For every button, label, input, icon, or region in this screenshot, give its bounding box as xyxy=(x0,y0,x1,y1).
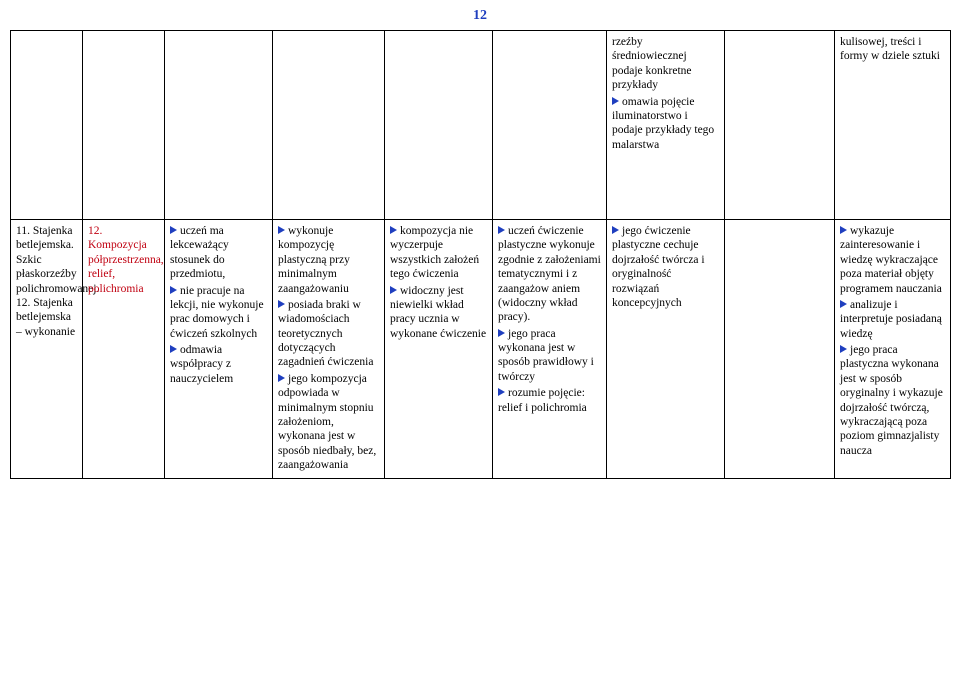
cell-r2-c6: uczeń ćwiczenie plastyczne wykonuje zgod… xyxy=(493,220,607,479)
cell-r1-c1 xyxy=(11,31,83,220)
triangle-icon xyxy=(840,345,847,353)
bullet-line: uczeń ma lekceważący stosunek do przedmi… xyxy=(170,224,267,282)
line-text: analizuje i interpretuje posiadaną wiedz… xyxy=(840,299,942,340)
triangle-icon xyxy=(498,329,505,337)
cell-r2-c2: 12. Kompozycja półprzestrzenna, relief, … xyxy=(83,220,165,479)
cell-r1-c3 xyxy=(165,31,273,220)
bullet-line: analizuje i interpretuje posiadaną wiedz… xyxy=(840,298,945,341)
line-text: widoczny jest niewielki wkład pracy uczn… xyxy=(390,285,486,340)
bullet-line: wykonuje kompozycję plastyczną przy mini… xyxy=(278,224,379,296)
triangle-icon xyxy=(612,97,619,105)
line-text: odmawia współpracy z nauczycielem xyxy=(170,344,233,385)
bullet-line: jego praca wykonana jest w sposób prawid… xyxy=(498,327,601,385)
line-text: nie pracuje na lekcji, nie wykonuje prac… xyxy=(170,285,264,340)
triangle-icon xyxy=(278,300,285,308)
table-row: rzeźby średniowiecznej podaje konkretne … xyxy=(11,31,951,220)
bullet-line: odmawia współpracy z nauczycielem xyxy=(170,343,267,386)
bullet-line: omawia pojęcie iluminatorstwo i podaje p… xyxy=(612,95,719,153)
line-text: uczeń ćwiczenie plastyczne wykonuje zgod… xyxy=(498,225,601,323)
line-text: rzeźby średniowiecznej podaje konkretne … xyxy=(612,36,692,91)
cell-r1-c8 xyxy=(725,31,835,220)
triangle-icon xyxy=(498,388,505,396)
bullet-line: kompozycja nie wyczerpuje wszystkich zał… xyxy=(390,224,487,282)
cell-r1-c4 xyxy=(273,31,385,220)
line-text: jego praca plastyczna wykonana jest w sp… xyxy=(840,344,943,457)
bullet-line: uczeń ćwiczenie plastyczne wykonuje zgod… xyxy=(498,224,601,325)
line-text: rozumie pojęcie: relief i polichromia xyxy=(498,387,587,413)
text-line: kulisowej, treści i formy w dziele sztuk… xyxy=(840,35,945,64)
cell-r2-c9: wykazuje zainteresowanie i wiedzę wykrac… xyxy=(835,220,951,479)
table-row: 11. Stajenka betlejemska. Szkic płaskorz… xyxy=(11,220,951,479)
triangle-icon xyxy=(278,374,285,382)
cell-r2-c1: 11. Stajenka betlejemska. Szkic płaskorz… xyxy=(11,220,83,479)
line-text: jego ćwiczenie plastyczne cechuje dojrza… xyxy=(612,225,705,309)
triangle-icon xyxy=(840,300,847,308)
bullet-line: rozumie pojęcie: relief i polichromia xyxy=(498,386,601,415)
line-text: kompozycja nie wyczerpuje wszystkich zał… xyxy=(390,225,479,280)
cell-r2-c8 xyxy=(725,220,835,479)
triangle-icon xyxy=(170,226,177,234)
triangle-icon xyxy=(170,286,177,294)
triangle-icon xyxy=(390,286,397,294)
triangle-icon xyxy=(170,345,177,353)
cell-r1-c6 xyxy=(493,31,607,220)
cell-r2-c7: jego ćwiczenie plastyczne cechuje dojrza… xyxy=(607,220,725,479)
page-number: 12 xyxy=(10,8,950,24)
cell-r1-c7: rzeźby średniowiecznej podaje konkretne … xyxy=(607,31,725,220)
bullet-line: widoczny jest niewielki wkład pracy uczn… xyxy=(390,284,487,342)
content-table: rzeźby średniowiecznej podaje konkretne … xyxy=(10,30,951,479)
bullet-line: nie pracuje na lekcji, nie wykonuje prac… xyxy=(170,284,267,342)
triangle-icon xyxy=(278,226,285,234)
lesson-desc: 12. Kompozycja półprzestrzenna, relief, … xyxy=(88,225,164,295)
text-line: rzeźby średniowiecznej podaje konkretne … xyxy=(612,35,719,93)
cell-r2-c5: kompozycja nie wyczerpuje wszystkich zał… xyxy=(385,220,493,479)
cell-r1-c2 xyxy=(83,31,165,220)
line-text: jego praca wykonana jest w sposób prawid… xyxy=(498,328,594,383)
triangle-icon xyxy=(840,226,847,234)
line-text: posiada braki w wiadomościach teoretyczn… xyxy=(278,299,373,369)
line-text: wykonuje kompozycję plastyczną przy mini… xyxy=(278,225,350,295)
cell-r2-c3: uczeń ma lekceważący stosunek do przedmi… xyxy=(165,220,273,479)
page: 12 rzeźby średniowiecznej podaje konkret… xyxy=(0,0,960,489)
bullet-line: jego praca plastyczna wykonana jest w sp… xyxy=(840,343,945,458)
line-text: omawia pojęcie iluminatorstwo i podaje p… xyxy=(612,96,714,151)
triangle-icon xyxy=(498,226,505,234)
cell-r2-c4: wykonuje kompozycję plastyczną przy mini… xyxy=(273,220,385,479)
bullet-line: posiada braki w wiadomościach teoretyczn… xyxy=(278,298,379,370)
line-text: wykazuje zainteresowanie i wiedzę wykrac… xyxy=(840,225,942,295)
triangle-icon xyxy=(390,226,397,234)
bullet-line: jego ćwiczenie plastyczne cechuje dojrza… xyxy=(612,224,719,310)
triangle-icon xyxy=(612,226,619,234)
cell-r1-c5 xyxy=(385,31,493,220)
cell-r1-c9: kulisowej, treści i formy w dziele sztuk… xyxy=(835,31,951,220)
bullet-line: jego kompozycja odpowiada w minimalnym s… xyxy=(278,372,379,473)
line-text: jego kompozycja odpowiada w minimalnym s… xyxy=(278,373,376,471)
line-text: uczeń ma lekceważący stosunek do przedmi… xyxy=(170,225,229,280)
line-text: kulisowej, treści i formy w dziele sztuk… xyxy=(840,36,940,62)
bullet-line: wykazuje zainteresowanie i wiedzę wykrac… xyxy=(840,224,945,296)
